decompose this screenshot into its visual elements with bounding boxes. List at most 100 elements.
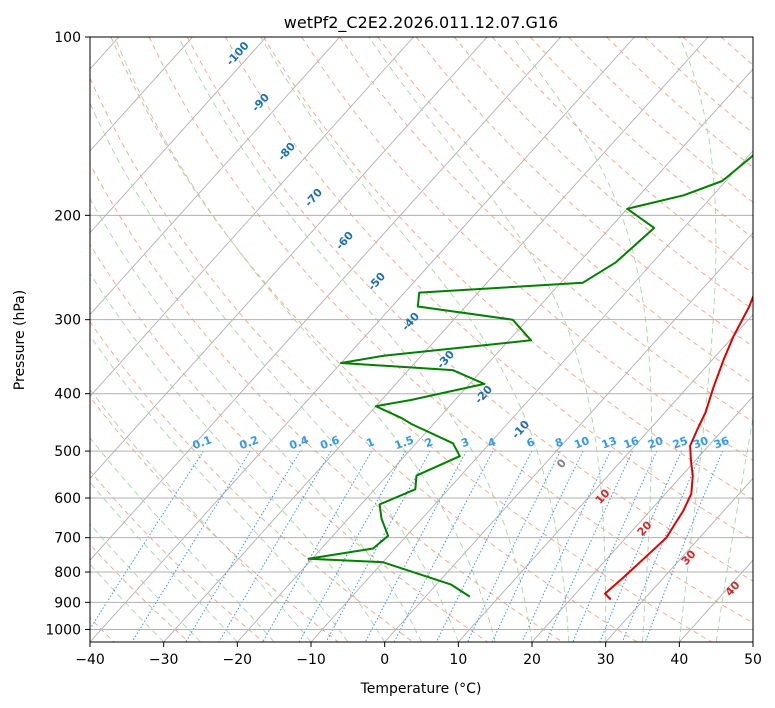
- x-tick-label: 40: [670, 652, 688, 668]
- moist-adiabat-line: [512, 37, 653, 642]
- isotherm-line: [531, 395, 753, 642]
- y-tick-label: 1000: [45, 622, 81, 638]
- y-tick-label: 600: [54, 491, 81, 507]
- mixing-ratio-label: 16: [622, 434, 641, 452]
- mixing-ratio-line: [644, 450, 724, 642]
- x-tick-label: −40: [75, 652, 105, 668]
- theta-label: -80: [275, 140, 298, 164]
- mixing-ratio-label: 6: [525, 435, 537, 450]
- isotherm-line: [457, 313, 753, 642]
- theta-label: -40: [399, 310, 422, 334]
- mixing-ratio-label: 8: [553, 435, 565, 450]
- theta-label: -100: [224, 39, 252, 68]
- isotherm-line: [752, 641, 753, 642]
- mixing-ratio-line: [521, 450, 611, 642]
- mixing-ratio-label: 0.2: [238, 433, 261, 452]
- y-tick-label: 400: [54, 387, 81, 403]
- theta-label: 20: [635, 518, 655, 538]
- moist-adiabat-line: [90, 102, 459, 642]
- mixing-ratio-line: [572, 450, 658, 642]
- mixing-ratio-label: 1: [365, 435, 377, 450]
- mixing-ratio-line: [435, 450, 533, 642]
- isotherm-line: [90, 37, 193, 152]
- theta-label: -90: [249, 91, 272, 115]
- moist-adiabat-line: [114, 37, 496, 642]
- isotherm-line: [236, 68, 753, 642]
- dry-adiabat-line: [90, 76, 638, 642]
- mixing-ratio-line: [218, 450, 332, 642]
- dry-adiabat-line: [90, 470, 265, 642]
- moist-adiabat-line: [90, 388, 312, 642]
- mixing-ratio-label: 0.4: [288, 433, 311, 452]
- mixing-ratio-label: 1.5: [393, 433, 416, 452]
- isotherm-line: [384, 232, 753, 642]
- mixing-ratio-label: 3: [459, 435, 471, 450]
- mixing-ratio-label: 36: [712, 434, 731, 452]
- dry-adiabat-line: [415, 37, 753, 348]
- dry-adiabat-line: [263, 37, 753, 501]
- plot-frame: [89, 36, 754, 643]
- moist-adiabat-line: [90, 563, 165, 642]
- y-tick-label: 300: [54, 313, 81, 329]
- moist-adiabat-line: [90, 197, 422, 642]
- y-tick-label: 500: [54, 444, 81, 460]
- mixing-ratio-label: 20: [646, 434, 665, 452]
- isotherm-line: [310, 150, 753, 642]
- profiles: [307, 153, 753, 601]
- dry-adiabat-line: [530, 37, 753, 239]
- moist-adiabat-line: [90, 437, 275, 642]
- mixing-ratio-label: 0.1: [191, 433, 214, 452]
- mixing-ratio-line: [393, 450, 494, 642]
- moist-adiabat-line: [90, 481, 238, 642]
- moist-adiabat-line: [678, 37, 717, 642]
- mixing-ratio-line: [90, 450, 204, 630]
- mixing-ratio-line: [325, 450, 431, 642]
- moist-adiabat-line: [368, 37, 607, 642]
- mixing-ratio-line: [545, 450, 633, 642]
- x-tick-label: 20: [523, 652, 541, 668]
- moist-adiabat-line: [715, 416, 753, 642]
- x-tick-label: −20: [223, 652, 253, 668]
- theta-label: -60: [333, 229, 356, 253]
- mixing-ratio-line: [599, 450, 682, 642]
- mixing-ratio-line: [262, 450, 373, 642]
- theta-label: 30: [679, 547, 699, 567]
- y-tick-label: 100: [54, 30, 81, 46]
- theta-label: 0: [554, 456, 569, 471]
- moist-adiabat-line: [90, 523, 201, 642]
- isotherm-line: [605, 477, 753, 642]
- x-tick-label: 50: [744, 652, 762, 668]
- x-tick-label: 30: [597, 652, 615, 668]
- moist-adiabat-line: [90, 272, 386, 642]
- mixing-ratio-line: [131, 450, 251, 642]
- line-labels: -100-90-80-70-60-50-40-30-20-10010203040…: [191, 39, 743, 599]
- theta-label: -70: [302, 186, 325, 210]
- mixing-ratio-line: [298, 450, 406, 642]
- mixing-ratio-label: 2: [423, 435, 435, 450]
- mixing-ratio-label: 13: [600, 434, 619, 451]
- dry-adiabat-line: [90, 396, 339, 642]
- isotherm-line: [678, 559, 753, 642]
- moist-adiabat-line: [90, 334, 349, 642]
- x-tick-label: −30: [149, 652, 179, 668]
- dry-adiabat-line: [186, 37, 753, 582]
- mixing-ratio-label: 10: [572, 434, 591, 452]
- y-tick-label: 800: [54, 565, 81, 581]
- isotherm-line: [90, 37, 341, 316]
- moist-adiabat-line: [178, 37, 533, 642]
- dry-adiabat-line: [339, 37, 753, 423]
- mixing-ratio-line: [185, 450, 301, 642]
- dry-adiabat-line: [110, 37, 713, 642]
- dry-adiabat-line: [568, 37, 753, 203]
- isotherm-line: [90, 37, 488, 479]
- dewpoint-line: [307, 153, 753, 598]
- dry-adiabat-line: [377, 37, 753, 385]
- pressure-grid: [90, 37, 753, 630]
- mixing-ratio-label: 25: [671, 434, 690, 451]
- x-tick-label: 0: [380, 652, 389, 668]
- mixing-ratio-label: 4: [486, 435, 498, 450]
- x-axis-label: Temperature (°C): [360, 681, 482, 697]
- theta-label: -50: [365, 270, 388, 294]
- x-tick-label: −10: [296, 652, 326, 668]
